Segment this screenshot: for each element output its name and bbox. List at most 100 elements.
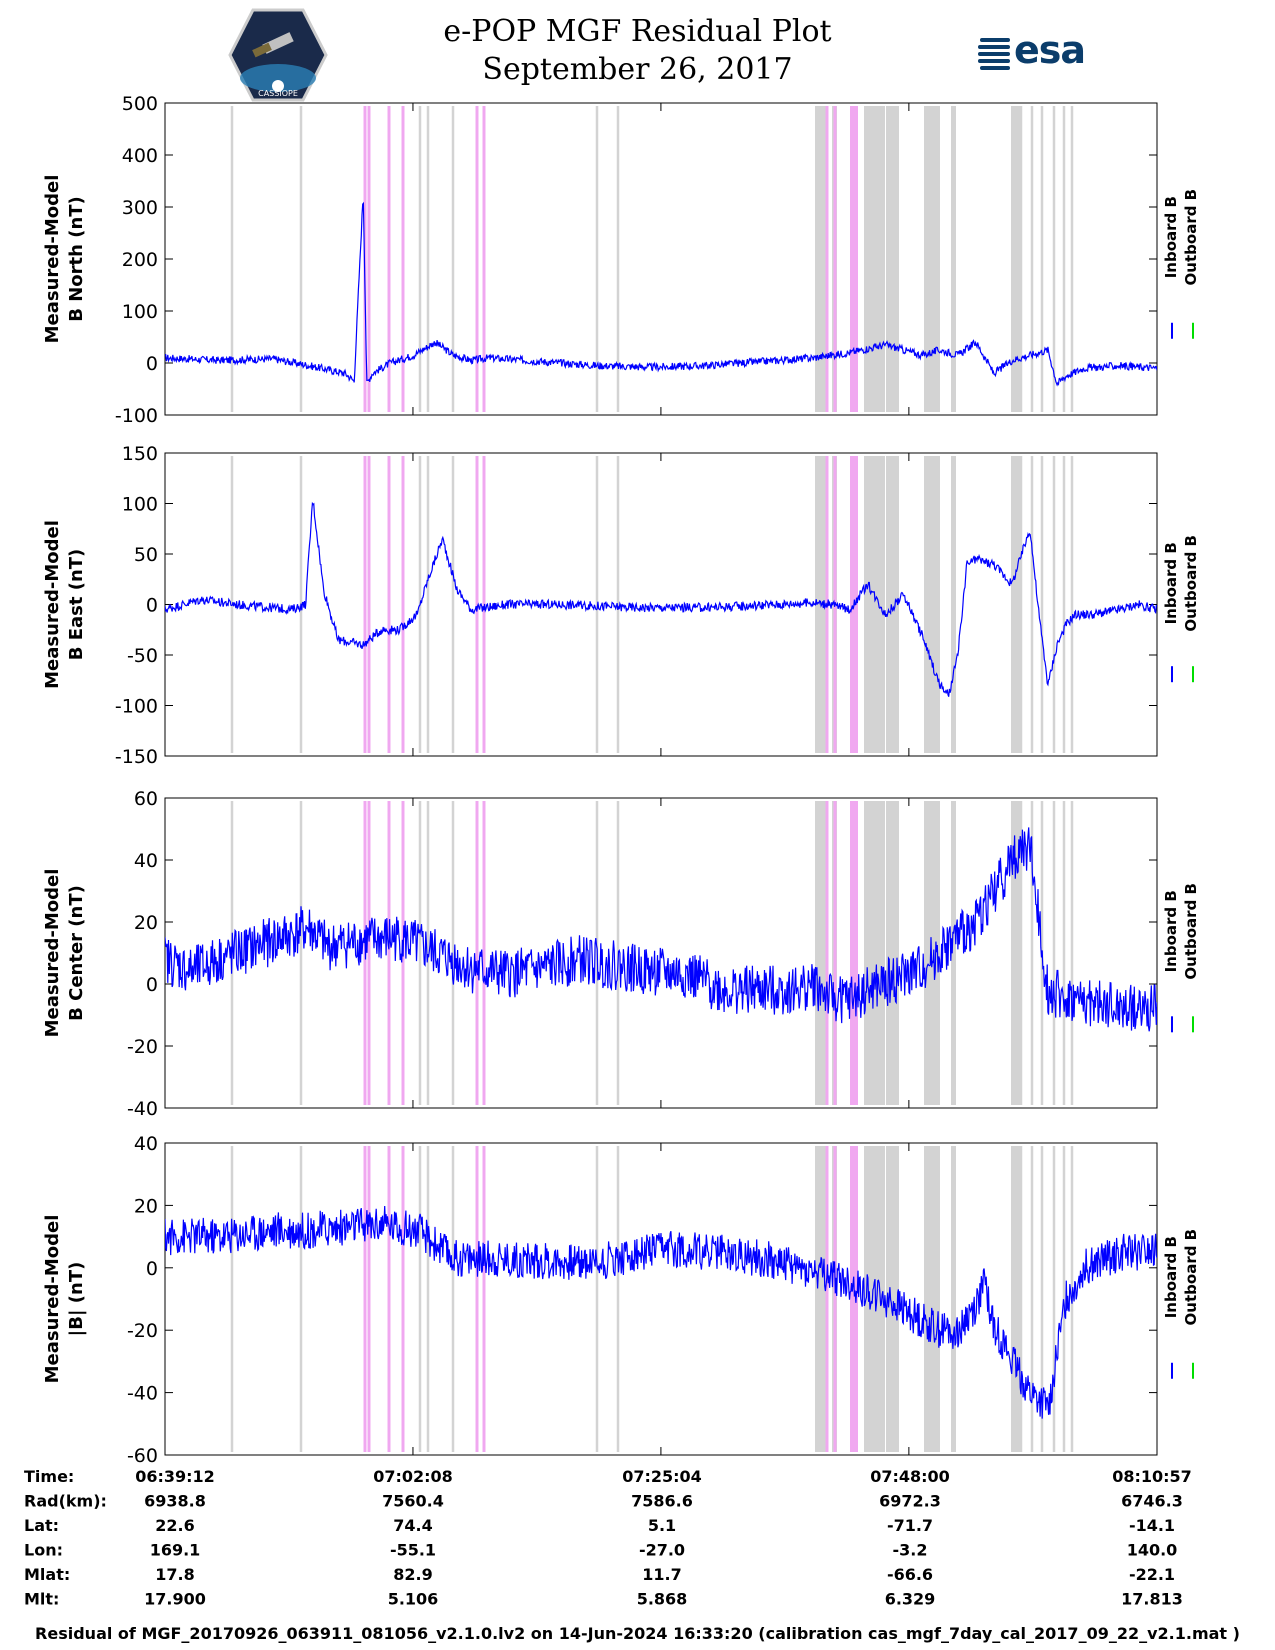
y-tick-label: -20	[127, 1320, 158, 1342]
axes-frame	[164, 452, 1158, 757]
gray-band	[1011, 801, 1021, 1105]
table-cell: 17.8	[155, 1565, 194, 1584]
table-cell: 7560.4	[382, 1492, 444, 1511]
table-cell: 7586.6	[631, 1492, 693, 1511]
table-cell: 140.0	[1127, 1541, 1178, 1560]
panel-1: 500 400 300 200 100 0 -100 Measured-Model B Nort…	[42, 93, 1200, 427]
y-tick-label: 150	[122, 443, 158, 465]
epop-logo-text: CASSIOPE	[258, 89, 298, 98]
y-tick-label: 100	[122, 494, 158, 516]
gray-band	[924, 801, 940, 1105]
y-tick-label: 40	[134, 1133, 158, 1155]
panel-3: 60 40 20 0 -20 -40 Measured-Model B Center (nT)…	[42, 788, 1200, 1120]
y-tick-label: -150	[115, 746, 158, 768]
y-tick-label: 300	[122, 197, 158, 219]
table-cell: 17.900	[144, 1590, 206, 1609]
gray-band	[815, 1146, 826, 1452]
table-cell: 6972.3	[879, 1492, 941, 1511]
epop-logo: CASSIOPE	[228, 8, 328, 102]
gray-band	[951, 106, 956, 412]
legend-outboard-label: Outboard B	[1182, 189, 1200, 286]
table-row-label: Rad(km):	[24, 1492, 107, 1511]
y-tick-label: 0	[146, 1258, 158, 1280]
table-cell: 07:48:00	[870, 1467, 950, 1486]
gray-band	[864, 801, 885, 1105]
series-line-inboard	[165, 827, 1157, 1032]
y-axis-label: B East (nT)	[66, 549, 87, 661]
y-tick-label: 50	[134, 544, 158, 566]
series-line-inboard	[165, 1205, 1157, 1419]
gray-band	[951, 1146, 956, 1452]
table-cell: 17.813	[1121, 1590, 1183, 1609]
table-cell: -27.0	[639, 1541, 685, 1560]
table-cell: 6746.3	[1121, 1492, 1183, 1511]
legend-outboard-label: Outboard B	[1182, 883, 1200, 980]
table-cell: 169.1	[150, 1541, 201, 1560]
gray-band	[924, 106, 940, 412]
y-tick-label: 0	[146, 974, 158, 996]
y-axis-label: Measured-Model	[42, 175, 63, 344]
gray-band	[864, 106, 885, 412]
table-cell: -22.1	[1129, 1565, 1175, 1584]
y-tick-label: 400	[122, 145, 158, 167]
gray-band	[951, 456, 956, 753]
gray-band	[924, 1146, 940, 1452]
y-tick-label: 500	[122, 93, 158, 115]
table-cell: 22.6	[155, 1516, 194, 1535]
y-axis-label: Measured-Model	[42, 520, 63, 689]
y-axis-label: B Center (nT)	[66, 885, 87, 1021]
table-cell: 82.9	[393, 1565, 432, 1584]
y-tick-label: 0	[146, 353, 158, 375]
y-tick-label: -20	[127, 1036, 158, 1058]
y-tick-label: -40	[127, 1098, 158, 1120]
axes-frame	[164, 1142, 1158, 1456]
y-axis-label: |B| (nT)	[66, 1262, 87, 1337]
legend-inboard-label: Inboard B	[1162, 196, 1180, 278]
gray-band	[951, 801, 956, 1105]
gray-band	[1011, 456, 1021, 753]
axes-frame	[164, 102, 1158, 416]
table-cell: -66.6	[887, 1565, 933, 1584]
gray-band	[815, 801, 826, 1105]
legend-outboard-label: Outboard B	[1182, 535, 1200, 632]
gray-band	[886, 456, 899, 753]
y-tick-label: -100	[115, 696, 158, 718]
table-row-label: Lon:	[24, 1541, 63, 1560]
pink-band	[850, 1146, 858, 1452]
y-tick-label: 40	[134, 850, 158, 872]
table-cell: -71.7	[887, 1516, 933, 1535]
table-cell: 07:25:04	[622, 1467, 702, 1486]
gray-band	[1011, 1146, 1021, 1452]
legend-inboard-label: Inboard B	[1162, 1236, 1180, 1318]
gray-band	[886, 801, 899, 1105]
y-tick-label: 100	[122, 301, 158, 323]
y-tick-label: -50	[127, 645, 158, 667]
series-line-inboard	[165, 201, 1157, 387]
table-cell: 07:02:08	[373, 1467, 453, 1486]
table-row-label: Mlat:	[24, 1565, 70, 1584]
y-tick-label: 20	[134, 912, 158, 934]
pink-band	[850, 801, 858, 1105]
panel-2: 150 100 50 0 -50 -100 -150 Measured-Model B East…	[42, 443, 1200, 768]
esa-logo-mark	[978, 38, 1010, 70]
gray-band	[815, 106, 826, 412]
y-tick-label: 60	[134, 788, 158, 810]
table-cell: 06:39:12	[135, 1467, 215, 1486]
plot-date: September 26, 2017	[482, 52, 793, 87]
panel-4: 40 20 0 -20 -40 -60 Measured-Model |B| (nT) Inbo…	[42, 1133, 1200, 1467]
gray-band	[924, 456, 940, 753]
table-cell: 5.106	[388, 1590, 439, 1609]
table-cell: -55.1	[390, 1541, 436, 1560]
table-row-label: Time:	[24, 1467, 74, 1486]
table-cell: -3.2	[893, 1541, 928, 1560]
esa-logo-text: esa	[1014, 28, 1086, 72]
y-axis-label: Measured-Model	[42, 869, 63, 1038]
table-cell: 08:10:57	[1112, 1467, 1192, 1486]
y-tick-label: -100	[115, 405, 158, 427]
y-axis-label: Measured-Model	[42, 1215, 63, 1384]
footer-caption: Residual of MGF_20170926_063911_081056_v…	[35, 1624, 1240, 1643]
table-cell: -14.1	[1129, 1516, 1175, 1535]
plot-title: e-POP MGF Residual Plot	[443, 14, 832, 49]
